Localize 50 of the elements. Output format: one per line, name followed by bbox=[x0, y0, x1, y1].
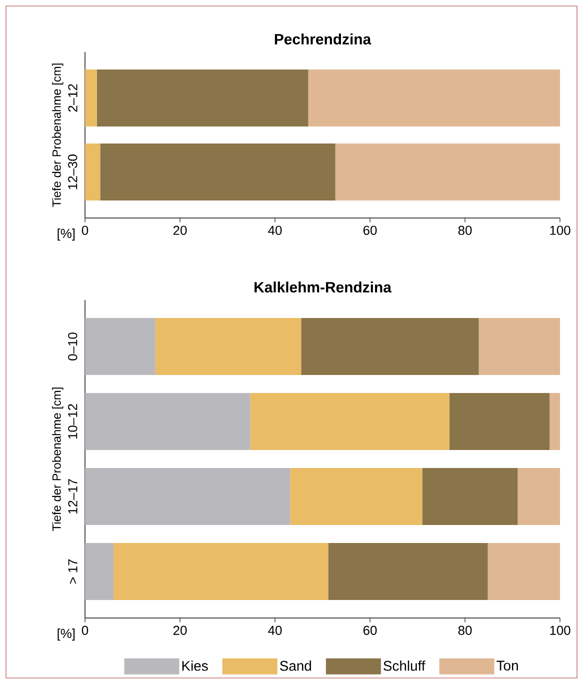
x-axis-title: [%] bbox=[58, 228, 75, 241]
bar bbox=[85, 318, 156, 376]
y-axis-title: Tiefe der Probenahme [cm] bbox=[52, 388, 64, 531]
bar bbox=[449, 393, 550, 450]
y-tick-label: 2–12 bbox=[68, 84, 78, 112]
legend-label: Schluff bbox=[384, 660, 426, 671]
x-axis-title: [%] bbox=[58, 628, 75, 641]
bar bbox=[100, 144, 336, 201]
y-tick-label: 12–17 bbox=[68, 479, 78, 514]
legend-label: Kies bbox=[182, 660, 208, 671]
x-tick-label: 40 bbox=[268, 626, 282, 635]
y-tick-label: 0–10 bbox=[68, 332, 78, 360]
bar bbox=[550, 393, 560, 450]
legend-label: Sand bbox=[280, 660, 312, 671]
bar bbox=[155, 318, 302, 376]
x-tick-label: 100 bbox=[550, 226, 570, 235]
x-tick-label: 20 bbox=[173, 226, 187, 235]
bar bbox=[488, 543, 560, 600]
legend-label: Ton bbox=[496, 660, 518, 671]
y-tick-label: > 17 bbox=[68, 559, 78, 584]
bar bbox=[114, 543, 328, 600]
x-tick-label: 100 bbox=[550, 626, 570, 635]
y-tick-label: 12–30 bbox=[68, 154, 78, 190]
bar bbox=[96, 69, 308, 126]
x-tick-label: 40 bbox=[268, 226, 282, 235]
bar bbox=[335, 144, 560, 201]
bar bbox=[518, 468, 560, 526]
bar bbox=[85, 393, 250, 450]
bar bbox=[250, 393, 450, 450]
bar bbox=[85, 144, 100, 201]
bar bbox=[308, 69, 560, 126]
bar bbox=[328, 543, 488, 600]
x-tick-label: 0 bbox=[82, 626, 88, 635]
bar bbox=[85, 543, 114, 600]
x-tick-label: 80 bbox=[458, 226, 472, 235]
x-tick-label: 60 bbox=[363, 226, 377, 235]
x-tick-label: 20 bbox=[173, 626, 187, 635]
bar bbox=[85, 69, 97, 126]
x-tick-label: 80 bbox=[458, 626, 472, 635]
y-axis-title: Tiefe der Probenahme [cm] bbox=[52, 64, 64, 207]
bar bbox=[422, 468, 518, 526]
bar bbox=[85, 468, 290, 526]
x-tick-label: 0 bbox=[82, 226, 88, 235]
chart-title: Pechrendzina bbox=[274, 34, 372, 44]
x-tick-label: 60 bbox=[363, 626, 377, 635]
y-tick-label: 10–12 bbox=[68, 404, 78, 439]
bar bbox=[290, 468, 422, 526]
chart-title: Kalklehm-Rendzina bbox=[254, 282, 392, 292]
bar bbox=[478, 318, 560, 376]
bar bbox=[301, 318, 479, 376]
